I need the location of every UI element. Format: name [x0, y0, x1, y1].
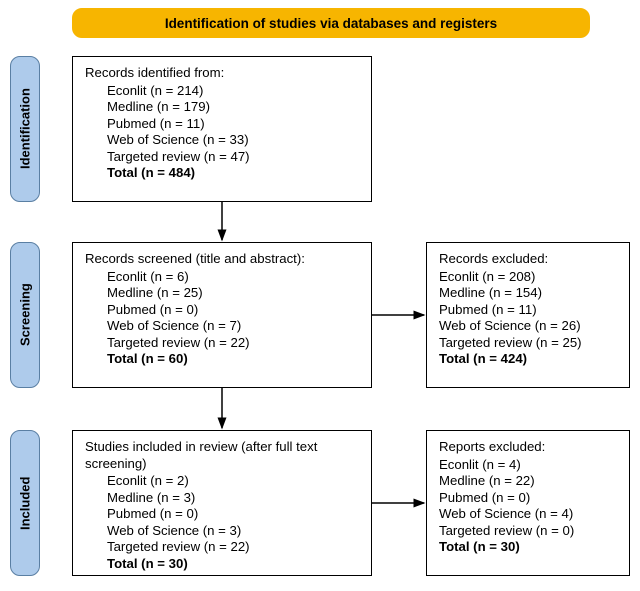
box-item: Web of Science (n = 33)	[85, 132, 361, 149]
box-total: Total (n = 60)	[85, 351, 361, 368]
box-total: Total (n = 30)	[439, 539, 619, 556]
box-item: Medline (n = 179)	[85, 99, 361, 116]
box-item: Medline (n = 22)	[439, 473, 619, 490]
box-item: Web of Science (n = 3)	[85, 523, 361, 540]
phase-label-included: Included	[10, 430, 40, 576]
box-item: Targeted review (n = 47)	[85, 149, 361, 166]
box-item: Targeted review (n = 22)	[85, 539, 361, 556]
box-records-identified: Records identified from: Econlit (n = 21…	[72, 56, 372, 202]
box-item: Medline (n = 154)	[439, 285, 619, 302]
box-item: Pubmed (n = 0)	[85, 302, 361, 319]
box-item: Econlit (n = 2)	[85, 473, 361, 490]
box-item: Econlit (n = 214)	[85, 83, 361, 100]
box-records-screened: Records screened (title and abstract): E…	[72, 242, 372, 388]
box-reports-excluded-fulltext: Reports excluded: Econlit (n = 4) Medlin…	[426, 430, 630, 576]
header-band: Identification of studies via databases …	[72, 8, 590, 38]
box-item: Pubmed (n = 11)	[85, 116, 361, 133]
phase-label-text: Included	[18, 476, 33, 529]
box-item: Medline (n = 25)	[85, 285, 361, 302]
box-title: Records screened (title and abstract):	[85, 251, 361, 268]
box-total: Total (n = 30)	[85, 556, 361, 573]
box-item: Targeted review (n = 0)	[439, 523, 619, 540]
box-item: Targeted review (n = 25)	[439, 335, 619, 352]
box-item: Econlit (n = 208)	[439, 269, 619, 286]
box-item: Econlit (n = 6)	[85, 269, 361, 286]
phase-label-identification: Identification	[10, 56, 40, 202]
phase-label-text: Identification	[18, 89, 33, 170]
box-item: Medline (n = 3)	[85, 490, 361, 507]
box-title: Studies included in review (after full t…	[85, 439, 361, 472]
box-item: Pubmed (n = 11)	[439, 302, 619, 319]
box-studies-included: Studies included in review (after full t…	[72, 430, 372, 576]
box-item: Pubmed (n = 0)	[439, 490, 619, 507]
box-total: Total (n = 484)	[85, 165, 361, 182]
box-item: Pubmed (n = 0)	[85, 506, 361, 523]
box-item: Econlit (n = 4)	[439, 457, 619, 474]
box-title: Records identified from:	[85, 65, 361, 82]
box-item: Targeted review (n = 22)	[85, 335, 361, 352]
phase-label-text: Screening	[18, 284, 33, 347]
phase-label-screening: Screening	[10, 242, 40, 388]
box-records-excluded-screening: Records excluded: Econlit (n = 208) Medl…	[426, 242, 630, 388]
box-item: Web of Science (n = 4)	[439, 506, 619, 523]
box-item: Web of Science (n = 26)	[439, 318, 619, 335]
box-item: Web of Science (n = 7)	[85, 318, 361, 335]
header-text: Identification of studies via databases …	[165, 16, 497, 31]
box-title: Reports excluded:	[439, 439, 619, 456]
box-title: Records excluded:	[439, 251, 619, 268]
box-total: Total (n = 424)	[439, 351, 619, 368]
